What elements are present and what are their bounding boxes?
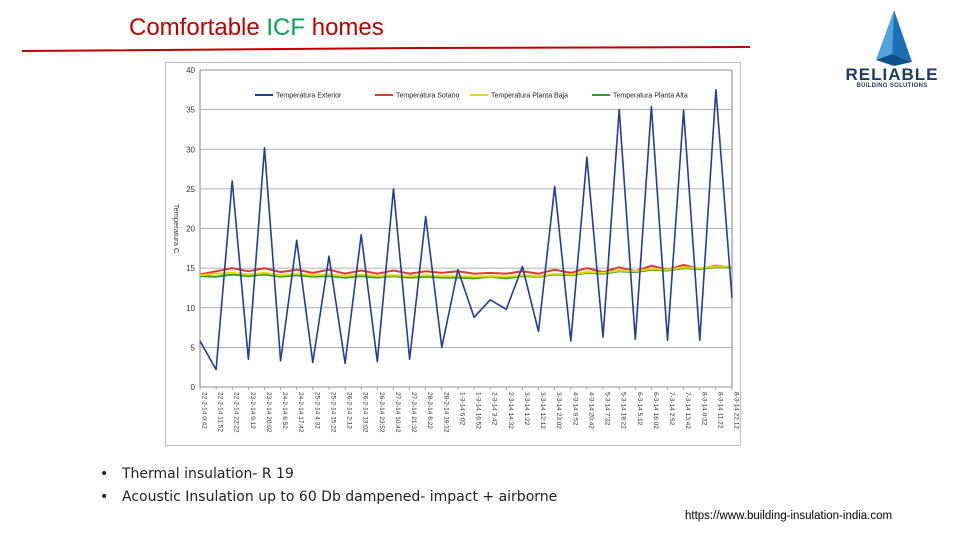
x-tick-label: 6-3-14 5:12 [636, 392, 643, 426]
x-tick-label: 22-2-14 22:22 [233, 392, 240, 433]
legend-label: Temperatura Planta Baja [491, 93, 568, 100]
bullet-dot: • [100, 466, 109, 482]
x-tick-label: 27-2-14 10:42 [394, 392, 401, 433]
x-tick-label: 3-3-14 23:02 [555, 392, 562, 429]
x-tick-label: 26-2-14 13:02 [362, 392, 369, 433]
y-tick-label: 5 [191, 343, 196, 352]
x-tick-label: 3-3-14 1:22 [523, 392, 530, 426]
series-line-2 [199, 264, 733, 276]
legend-label: Temperatura Exterior [276, 93, 342, 100]
x-tick-label: 23-2-14 9:12 [249, 392, 256, 429]
x-tick-label: 25-2-14 15:22 [329, 392, 336, 433]
x-tick-label: 7-3-14 2:52 [668, 392, 675, 426]
x-tick-label: 1-3-14 16:52 [475, 392, 482, 429]
y-tick-label: 20 [186, 225, 195, 234]
x-tick-label: 22-2-14 0:42 [201, 392, 208, 429]
title-underline [22, 46, 750, 52]
bullet-text: Thermal insulation- R 19 [122, 466, 294, 482]
x-tick-label: 1-3-14 6:02 [458, 392, 465, 426]
x-tick-label: 3-3-14 12:12 [539, 392, 546, 429]
y-tick-label: 0 [191, 383, 196, 392]
y-tick-label: 40 [186, 66, 195, 75]
title-accent: ICF [266, 14, 306, 41]
x-tick-label: 6-3-14 16:02 [652, 392, 659, 429]
x-tick-label: 2-3-14 14:32 [507, 392, 514, 429]
x-tick-label: 8-3-14 0:32 [700, 392, 707, 426]
x-tick-label: 26-2-14 2:12 [346, 392, 353, 429]
x-tick-label: 8-3-14 22:12 [733, 392, 740, 429]
legend-label: Temperatura Planta Alta [613, 93, 688, 100]
x-tick-label: 23-2-14 20:02 [265, 392, 272, 433]
x-tick-label: 5-3-14 18:22 [620, 392, 627, 429]
series-line-1 [199, 88, 733, 371]
y-tick-label: 35 [186, 106, 195, 115]
x-tick-label: 28-2-14 8:22 [426, 392, 433, 429]
x-tick-label: 24-2-14 6:52 [281, 392, 288, 429]
x-tick-label: 25-2-14 4:32 [313, 392, 320, 429]
logo-name: RELIABLE [845, 65, 939, 84]
bullet-dot: • [100, 489, 109, 505]
x-tick-label: 8-3-14 11:22 [716, 392, 723, 429]
legend-label: Temperatura Sotano [396, 93, 460, 100]
title-text-part2: homes [305, 14, 384, 41]
logo-tagline: BUILDING SOLUTIONS [856, 83, 928, 89]
bullet-text: Acoustic Insulation up to 60 Db dampened… [122, 489, 558, 505]
company-logo: RELIABLE BUILDING SOLUTIONS [832, 66, 952, 89]
x-tick-label: 4-3-14 20:42 [587, 392, 594, 429]
bullet-item: • Acoustic Insulation up to 60 Db dampene… [100, 486, 557, 509]
bullet-list: • Thermal insulation- R 19 • Acoustic Insu… [100, 463, 557, 509]
x-tick-label: 28-2-14 19:12 [442, 392, 449, 433]
y-tick-label: 15 [186, 264, 195, 273]
pyramid-logo-icon [876, 10, 912, 66]
y-tick-label: 30 [186, 145, 195, 154]
bullet-item: • Thermal insulation- R 19 [100, 463, 557, 486]
y-tick-label: 25 [186, 185, 195, 194]
source-url[interactable]: https://www.building-insulation-india.co… [685, 510, 893, 522]
x-tick-label: 5-3-14 7:32 [604, 392, 611, 426]
series-line-3 [199, 265, 732, 278]
slide-title: Comfortable ICF homes [129, 14, 384, 42]
temperature-chart: 0 5 10 15 20 25 30 35 40 Temperatura C 22-2-14 0:4… [165, 62, 741, 446]
x-tick-label: 26-2-14 23:52 [378, 392, 385, 433]
x-tick-label: 24-2-14 17:42 [297, 392, 304, 433]
y-axis-label: Temperatura C [172, 204, 181, 254]
y-tick-label: 10 [186, 304, 195, 313]
x-tick-label: 7-3-14 13:42 [684, 392, 691, 429]
x-tick-label: 22-2-14 11:52 [217, 392, 224, 432]
x-tick-label: 2-3-14 3:42 [491, 392, 498, 426]
x-tick-label: 4-3-14 9:52 [571, 392, 578, 426]
x-tick-label: 27-2-14 21:32 [410, 392, 417, 433]
title-text-part1: Comfortable [129, 14, 267, 41]
